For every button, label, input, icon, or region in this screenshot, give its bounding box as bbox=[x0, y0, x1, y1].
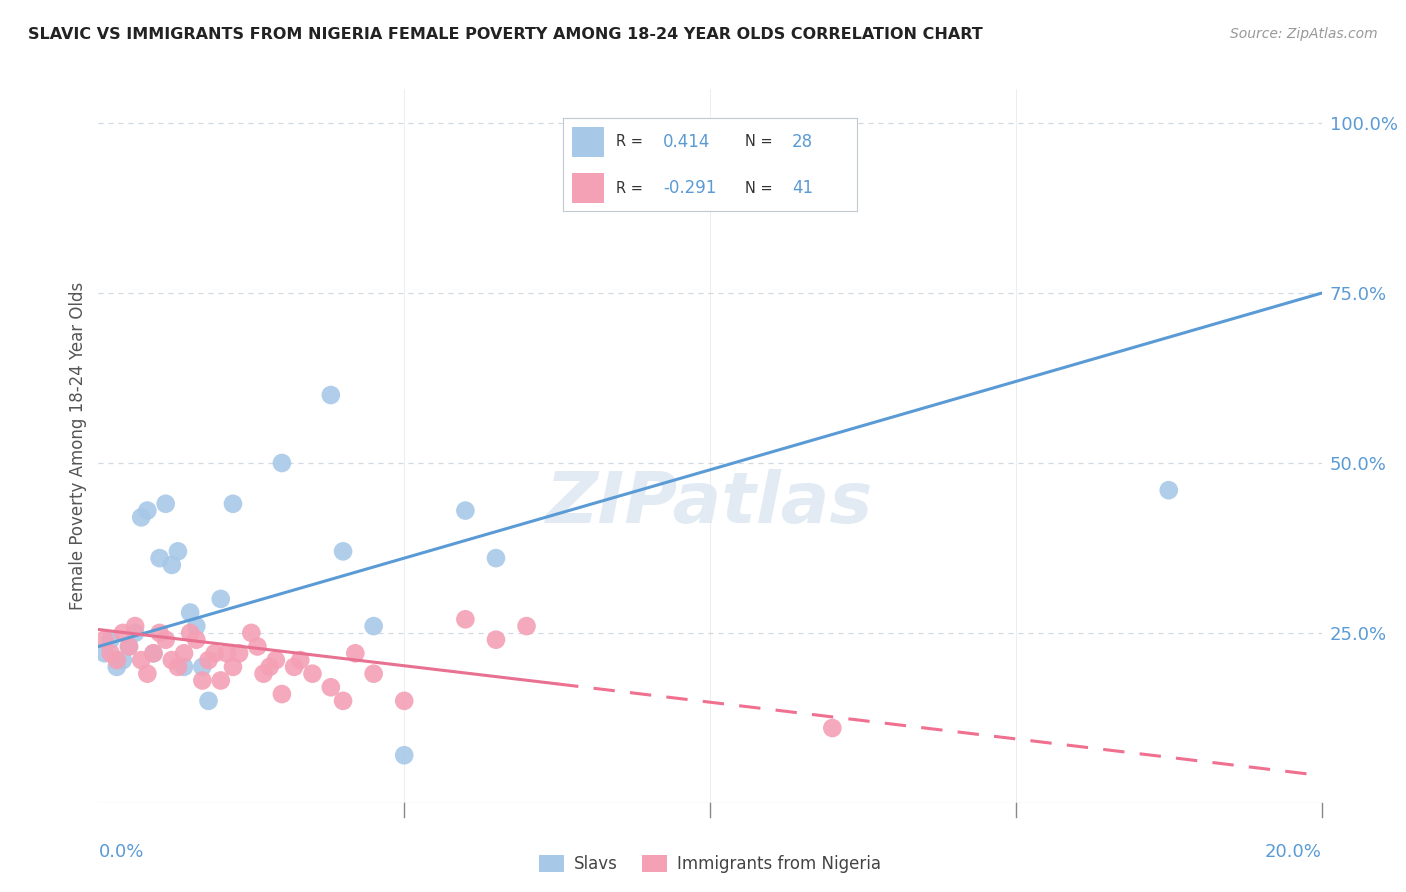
Point bbox=[228, 646, 250, 660]
Point bbox=[191, 660, 214, 674]
Point bbox=[167, 544, 190, 558]
Point bbox=[252, 666, 274, 681]
Point bbox=[240, 626, 263, 640]
Point bbox=[167, 660, 190, 674]
Point bbox=[264, 653, 287, 667]
Point bbox=[129, 510, 152, 524]
Point bbox=[332, 694, 354, 708]
Point bbox=[204, 646, 226, 660]
Point bbox=[222, 497, 245, 511]
Point bbox=[142, 646, 165, 660]
Point bbox=[179, 606, 201, 620]
Point bbox=[485, 632, 508, 647]
Point bbox=[124, 626, 146, 640]
Point bbox=[111, 626, 134, 640]
Point bbox=[290, 653, 312, 667]
Point bbox=[179, 626, 201, 640]
Point bbox=[155, 497, 177, 511]
Point bbox=[155, 632, 177, 647]
Point bbox=[215, 646, 238, 660]
Point bbox=[129, 653, 152, 667]
Point bbox=[160, 558, 183, 572]
Point bbox=[118, 640, 141, 654]
Text: SLAVIC VS IMMIGRANTS FROM NIGERIA FEMALE POVERTY AMONG 18-24 YEAR OLDS CORRELATI: SLAVIC VS IMMIGRANTS FROM NIGERIA FEMALE… bbox=[28, 27, 983, 42]
Point bbox=[100, 632, 122, 647]
Point bbox=[173, 646, 195, 660]
Point bbox=[149, 551, 172, 566]
Text: Source: ZipAtlas.com: Source: ZipAtlas.com bbox=[1230, 27, 1378, 41]
Text: ZIPatlas: ZIPatlas bbox=[547, 468, 873, 538]
Point bbox=[142, 646, 165, 660]
Point bbox=[344, 646, 367, 660]
Point bbox=[821, 721, 844, 735]
Point bbox=[454, 612, 477, 626]
Point bbox=[516, 619, 538, 633]
Point bbox=[93, 632, 115, 647]
Point bbox=[392, 748, 416, 763]
Point bbox=[319, 680, 342, 694]
Point bbox=[1157, 483, 1180, 498]
Point bbox=[105, 660, 128, 674]
Point bbox=[173, 660, 195, 674]
Legend: Slavs, Immigrants from Nigeria: Slavs, Immigrants from Nigeria bbox=[531, 848, 889, 880]
Point bbox=[136, 666, 159, 681]
Point bbox=[332, 544, 354, 558]
Point bbox=[454, 503, 477, 517]
Point bbox=[186, 619, 208, 633]
Point bbox=[209, 591, 232, 606]
Point bbox=[363, 619, 385, 633]
Point bbox=[111, 653, 134, 667]
Point bbox=[283, 660, 305, 674]
Point bbox=[136, 503, 159, 517]
Point bbox=[124, 619, 146, 633]
Text: 20.0%: 20.0% bbox=[1265, 843, 1322, 861]
Point bbox=[118, 640, 141, 654]
Point bbox=[319, 388, 342, 402]
Y-axis label: Female Poverty Among 18-24 Year Olds: Female Poverty Among 18-24 Year Olds bbox=[69, 282, 87, 610]
Text: 0.0%: 0.0% bbox=[98, 843, 143, 861]
Point bbox=[100, 646, 122, 660]
Point bbox=[392, 694, 416, 708]
Point bbox=[301, 666, 323, 681]
Point bbox=[363, 666, 385, 681]
Point bbox=[191, 673, 214, 688]
Point bbox=[105, 653, 128, 667]
Point bbox=[160, 653, 183, 667]
Point bbox=[197, 694, 219, 708]
Point bbox=[259, 660, 281, 674]
Point bbox=[270, 687, 292, 701]
Point bbox=[246, 640, 269, 654]
Point bbox=[270, 456, 292, 470]
Point bbox=[485, 551, 508, 566]
Point bbox=[209, 673, 232, 688]
Point bbox=[197, 653, 219, 667]
Point bbox=[222, 660, 245, 674]
Point bbox=[186, 632, 208, 647]
Point bbox=[93, 646, 115, 660]
Point bbox=[149, 626, 172, 640]
